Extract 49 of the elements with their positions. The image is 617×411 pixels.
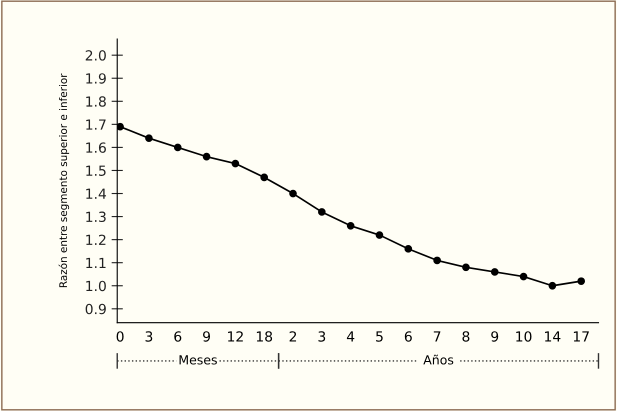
x-tick-label: 4	[346, 331, 354, 342]
y-tick-label: 1.3	[86, 212, 106, 222]
point	[346, 222, 354, 230]
point	[202, 152, 210, 160]
y-axis-title: Razón entre segmento superior e inferior	[58, 73, 70, 288]
y-tick-label: 2.0	[86, 50, 106, 61]
x-tick-label: 0	[116, 331, 124, 342]
x-tick-label: 18	[256, 331, 272, 342]
text: Años	[423, 354, 454, 365]
point	[490, 268, 499, 276]
point	[174, 144, 182, 152]
point	[145, 134, 153, 142]
point	[260, 174, 268, 182]
x-tick-label: 2	[290, 331, 296, 342]
point	[289, 190, 297, 198]
x-tick-label: 9	[203, 331, 210, 342]
x-tick-label: 7	[434, 331, 440, 342]
point	[548, 282, 556, 290]
point	[117, 122, 124, 130]
y-tick-label: 0.9	[86, 304, 106, 314]
y-tick-label: 1.2	[86, 234, 106, 245]
point	[433, 256, 441, 264]
point	[376, 231, 384, 239]
point	[318, 208, 326, 216]
x-tick-label: 12	[228, 331, 243, 342]
x-tick-label: 3	[318, 331, 326, 342]
y-tick-label: 1.5	[86, 166, 106, 176]
y-tick-label: 1.9	[86, 73, 106, 84]
y-tick-label: 1.8	[86, 96, 106, 107]
x-tick-label: 6	[174, 331, 182, 342]
y-tick-label: 1.0	[86, 280, 106, 292]
point	[462, 263, 470, 272]
point	[232, 160, 240, 168]
x-tick-label: 10	[516, 331, 532, 342]
point	[520, 272, 528, 280]
x-tick-label: 6	[404, 331, 412, 342]
y-tick-label: 1.4	[86, 188, 106, 199]
text: Meses	[180, 355, 217, 365]
y-tick-label: 1.7	[86, 120, 106, 130]
point	[577, 277, 586, 285]
x-tick-label: 3	[146, 331, 152, 342]
x-tick-label: 5	[376, 331, 383, 342]
x-tick-label: 17	[574, 331, 589, 342]
x-tick-label: 8	[462, 331, 470, 342]
x-tick-label: 14	[545, 331, 560, 342]
y-tick-label: 1.6	[86, 142, 106, 153]
point	[404, 245, 412, 253]
x-tick-label: 9	[491, 331, 498, 342]
y-tick-label: 1.1	[86, 258, 106, 268]
